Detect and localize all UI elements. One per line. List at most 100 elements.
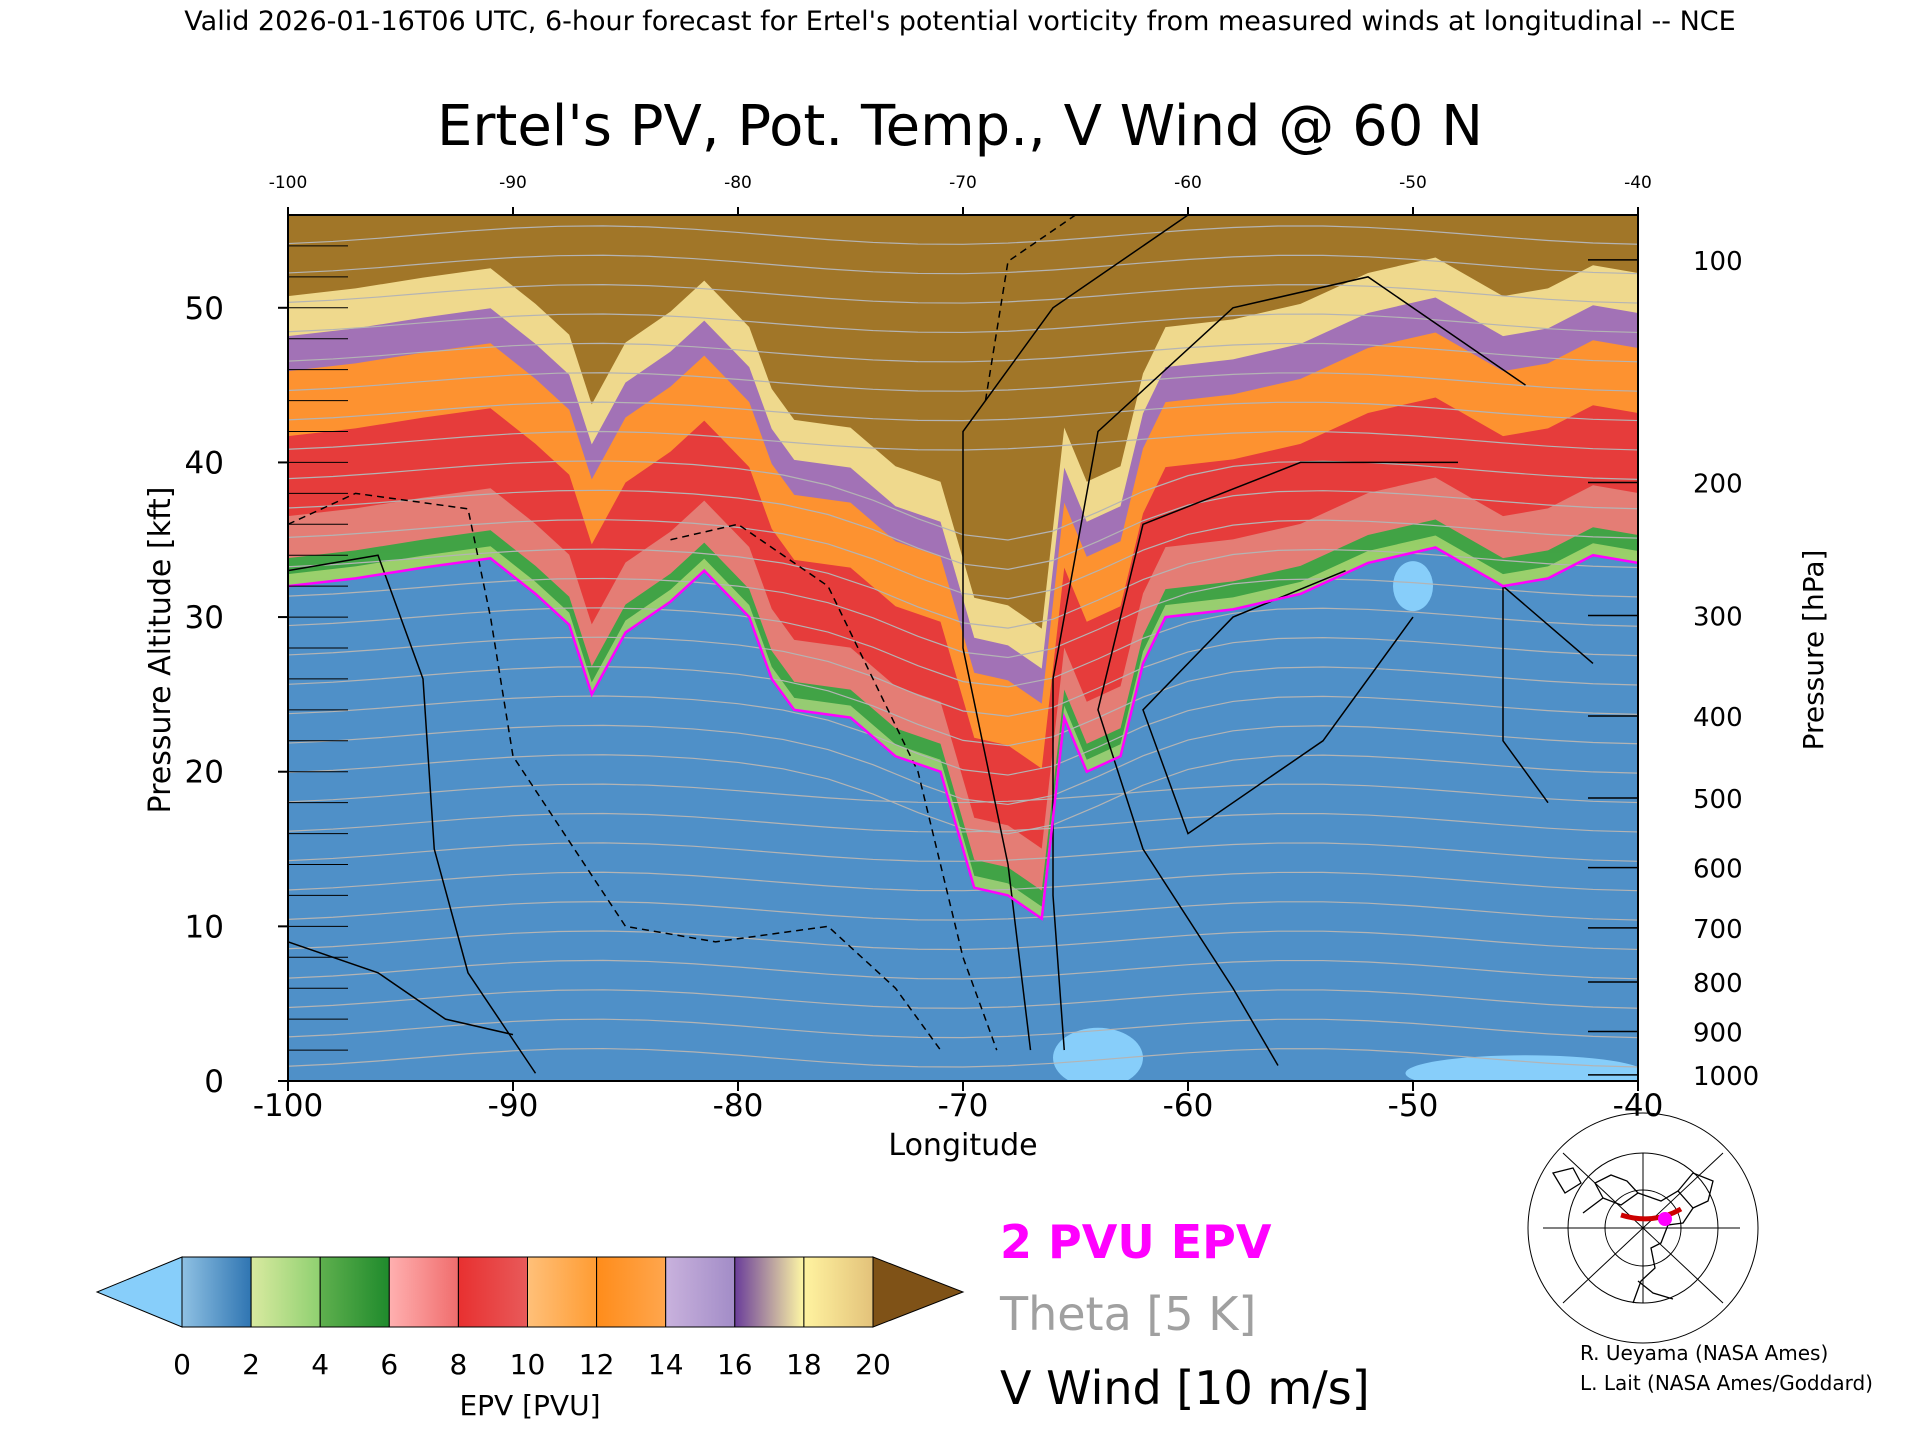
colorbar-band xyxy=(665,1256,736,1328)
colorbar-tick-label: 8 xyxy=(449,1348,467,1381)
colorbar-label: EPV [PVU] xyxy=(459,1389,600,1422)
theta-contour xyxy=(288,959,1638,980)
x-tick-label: -70 xyxy=(938,1088,989,1124)
pressure-tick-label: 300 xyxy=(1693,603,1743,633)
colorbar: 0 2 4 6 8 10 12 14 16 18 20 xyxy=(95,1256,965,1381)
x-tick-label: -90 xyxy=(488,1088,539,1124)
v-wind-contour-neg10 xyxy=(984,215,1076,401)
credit-line-2: L. Lait (NASA Ames/Goddard) xyxy=(1580,1371,1873,1395)
theta-contour xyxy=(288,313,1638,334)
pressure-tick-label: 500 xyxy=(1693,785,1743,815)
theta-contour xyxy=(288,871,1638,892)
theta-contour xyxy=(288,636,1638,717)
v-wind-contour-10 xyxy=(1052,276,1526,1051)
colorbar-band xyxy=(596,1256,667,1328)
theta-contour xyxy=(288,724,1638,806)
colorbar-tick-label: 0 xyxy=(173,1348,191,1381)
theta-contour xyxy=(288,577,1638,659)
x-top-tick-label: -50 xyxy=(1399,173,1427,193)
v-wind-contour-neg10 xyxy=(288,492,942,1051)
y-axis-label: Pressure Altitude [kft] xyxy=(143,487,178,814)
colorbar-band xyxy=(527,1256,598,1328)
theta-contour xyxy=(288,372,1638,392)
theta-contour xyxy=(288,812,1638,833)
theta-contour xyxy=(288,783,1638,804)
pressure-tick-label: 1000 xyxy=(1693,1062,1759,1092)
pv-band-over-20 xyxy=(288,215,1638,629)
theta-contour xyxy=(288,930,1638,951)
plot-area xyxy=(287,214,1639,1082)
y-tick-label: 0 xyxy=(204,1064,224,1100)
v-wind-contour-30 xyxy=(1142,569,1414,835)
legend: 2 PVU EPV Theta [5 K] V Wind [10 m/s] xyxy=(999,1215,1370,1415)
y-tick-label: 10 xyxy=(185,909,224,945)
theta-contour xyxy=(288,695,1638,776)
theta-contour xyxy=(288,284,1638,304)
colorbar-tick-label: 12 xyxy=(579,1348,615,1381)
legend-theta-label: Theta [5 K] xyxy=(999,1287,1256,1341)
v-wind-contour-0 xyxy=(962,215,1189,1051)
valid-header: Valid 2026-01-16T06 UTC, 6-hour forecast… xyxy=(184,6,1735,37)
x-axis-label: Longitude xyxy=(888,1128,1037,1163)
pressure-tick-label: 100 xyxy=(1693,247,1743,277)
theta-contour xyxy=(288,225,1638,245)
pv-underflow-patch xyxy=(1393,561,1433,612)
pressure-tick-label: 400 xyxy=(1693,703,1743,733)
credit-line-1: R. Ueyama (NASA Ames) xyxy=(1580,1341,1829,1365)
theta-contour xyxy=(288,842,1638,862)
x-tick-label: -60 xyxy=(1163,1088,1214,1124)
x-tick-label: -50 xyxy=(1388,1088,1439,1124)
colorbar-tick-label: 20 xyxy=(855,1348,891,1381)
colorbar-tick-label: 18 xyxy=(786,1348,822,1381)
v-wind-contour-neg10 xyxy=(670,523,998,1051)
colorbar-tick-label: 10 xyxy=(510,1348,546,1381)
y-tick-label: 50 xyxy=(185,291,224,327)
theta-contour xyxy=(288,254,1638,275)
map-marker xyxy=(1658,1212,1672,1226)
pv-troposphere-region xyxy=(288,547,1638,1081)
y2-axis-label: Pressure [hPa] xyxy=(1797,550,1830,751)
x-tick-label: -100 xyxy=(253,1088,323,1124)
v-wind-contour-10 xyxy=(1097,461,1458,1066)
colorbar-band xyxy=(734,1256,805,1328)
colorbar-tick-label: 6 xyxy=(380,1348,398,1381)
theta-contour xyxy=(288,989,1638,1009)
theta-contour xyxy=(288,1047,1638,1068)
y-tick-label: 20 xyxy=(185,755,224,791)
x-tick-label: -80 xyxy=(713,1088,764,1124)
colorbar-band xyxy=(319,1256,390,1328)
theta-contour xyxy=(288,901,1638,921)
x-top-tick-label: -60 xyxy=(1174,173,1202,193)
y-tick-label: 40 xyxy=(185,445,224,481)
theta-contour xyxy=(288,342,1638,363)
theta-contour xyxy=(288,1018,1638,1039)
pressure-tick-label: 600 xyxy=(1693,855,1743,885)
pv-underflow-patch xyxy=(1053,1027,1143,1081)
pressure-tick-label: 700 xyxy=(1693,915,1743,945)
theta-contour xyxy=(288,754,1638,835)
legend-wind-label: V Wind [10 m/s] xyxy=(1000,1361,1370,1415)
colorbar-band xyxy=(457,1256,528,1328)
colorbar-band xyxy=(250,1256,321,1328)
y-tick-label: 30 xyxy=(185,600,224,636)
colorbar-band xyxy=(388,1256,459,1328)
v-wind-contour-0 xyxy=(288,554,537,1074)
pv-2pvu-contour xyxy=(288,546,1638,921)
colorbar-band xyxy=(803,1256,874,1328)
legend-pv-label: 2 PVU EPV xyxy=(1000,1215,1272,1269)
colorbar-underflow-arrow xyxy=(95,1256,183,1328)
polar-stereographic-map-icon xyxy=(1527,1112,1759,1344)
theta-contour xyxy=(288,665,1638,747)
colorbar-tick-label: 14 xyxy=(648,1348,684,1381)
pressure-tick-label: 800 xyxy=(1693,969,1743,999)
colorbar-tick-label: 2 xyxy=(242,1348,260,1381)
x-top-tick-label: -70 xyxy=(949,173,977,193)
colorbar-overflow-arrow xyxy=(872,1256,965,1328)
chart-title: Ertel's PV, Pot. Temp., V Wind @ 60 N xyxy=(437,94,1483,159)
colorbar-tick-label: 16 xyxy=(717,1348,753,1381)
x-top-tick-label: -80 xyxy=(724,173,752,193)
credits: R. Ueyama (NASA Ames) L. Lait (NASA Ames… xyxy=(1580,1338,1873,1398)
map-track xyxy=(1620,1206,1683,1222)
v-wind-contour-10 xyxy=(1502,584,1594,804)
